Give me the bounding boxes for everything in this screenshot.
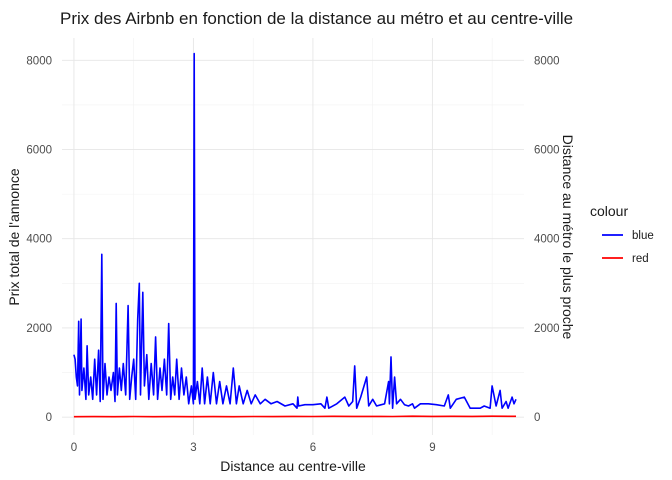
legend-label-red: red	[632, 253, 649, 265]
legend: colour blue red	[590, 203, 654, 265]
series-line-blue	[73, 52, 517, 409]
x-axis-title: Distance au centre-ville	[220, 458, 366, 474]
y-tick-label: 4000	[26, 234, 52, 246]
y-right-tick-label: 2000	[534, 323, 560, 335]
series-layer	[73, 52, 517, 418]
y-axis-right: 0 2000 4000 6000 8000	[534, 55, 560, 424]
y-right-tick-label: 4000	[534, 234, 560, 246]
chart-title: Prix des Airbnb en fonction de la distan…	[60, 9, 573, 28]
y-tick-label: 0	[46, 412, 52, 424]
y-right-tick-label: 0	[534, 412, 540, 424]
y-tick-label: 6000	[26, 145, 52, 157]
y-tick-label: 8000	[26, 55, 52, 67]
series-line-red	[73, 415, 517, 418]
legend-label-blue: blue	[632, 230, 654, 242]
x-tick-label: 0	[71, 442, 77, 454]
x-tick-label: 9	[429, 442, 435, 454]
legend-title: colour	[590, 203, 628, 219]
y-right-tick-label: 6000	[534, 145, 560, 157]
y-axis-left: 0 2000 4000 6000 8000	[26, 55, 52, 424]
y-axis-title-right: Distance au métro le plus proche	[560, 135, 576, 340]
y-tick-label: 2000	[26, 323, 52, 335]
x-axis: 0 3 6 9	[71, 442, 436, 454]
y-right-tick-label: 8000	[534, 55, 560, 67]
x-tick-label: 3	[190, 442, 196, 454]
x-tick-label: 6	[310, 442, 316, 454]
legend-items: blue red	[602, 230, 654, 265]
y-axis-title: Prix total de l'annonce	[6, 168, 22, 306]
